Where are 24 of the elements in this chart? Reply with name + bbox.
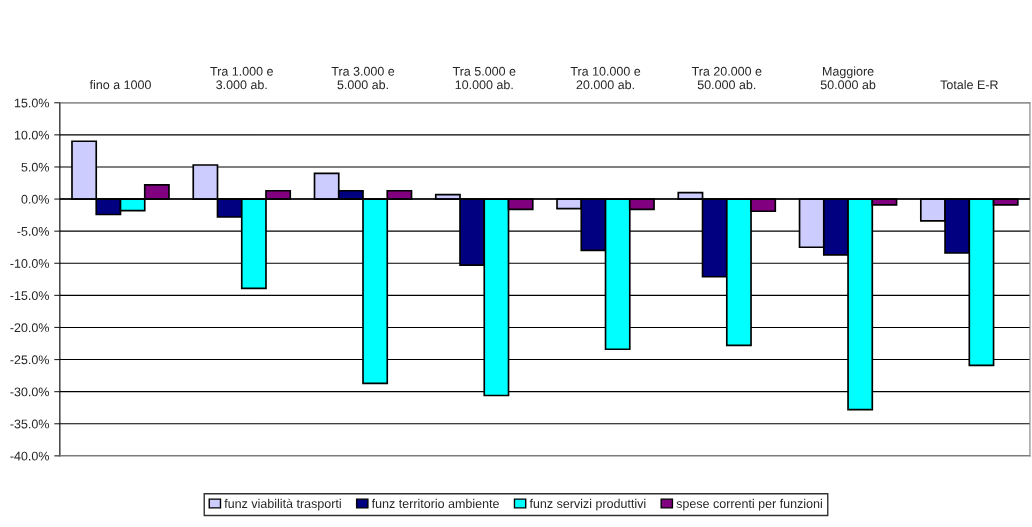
y-tick-label: -20.0% <box>10 323 49 333</box>
legend-label: spese correnti per funzioni <box>676 498 822 511</box>
y-tick-label: 10.0% <box>14 130 49 140</box>
y-tick-label: 15.0% <box>14 98 49 108</box>
x-tick-label: Tra 5.000 e 10.000 ab. <box>452 66 516 90</box>
legend-label: funz servizi produttivi <box>529 498 646 511</box>
x-tick-label: Tra 20.000 e 50.000 ab. <box>691 66 762 90</box>
y-tick-label: -30.0% <box>10 387 49 397</box>
x-tick-label: Tra 10.000 e 20.000 ab. <box>570 66 641 90</box>
y-tick-label: 0.0% <box>21 194 49 204</box>
y-tick-label: -15.0% <box>10 291 49 301</box>
x-tick-label: fino a 1000 <box>89 80 151 90</box>
legend-label: funz viabilità trasporti <box>224 498 341 511</box>
y-tick-label: 5.0% <box>21 162 49 172</box>
y-tick-label: -40.0% <box>10 451 49 461</box>
legend-label: funz territorio ambiente <box>371 498 499 509</box>
y-tick-label: -5.0% <box>17 226 49 236</box>
x-tick-label: Totale E-R <box>940 80 998 90</box>
x-tick-label: Tra 1.000 e 3.000 ab. <box>210 66 273 90</box>
y-tick-label: -10.0% <box>10 259 49 268</box>
x-tick-label: Maggiore 50.000 ab <box>820 66 876 90</box>
x-tick-label: Tra 3.000 e 5.000 ab. <box>331 66 395 90</box>
y-tick-label: -25.0% <box>10 355 49 365</box>
y-tick-label: -35.0% <box>10 419 49 429</box>
